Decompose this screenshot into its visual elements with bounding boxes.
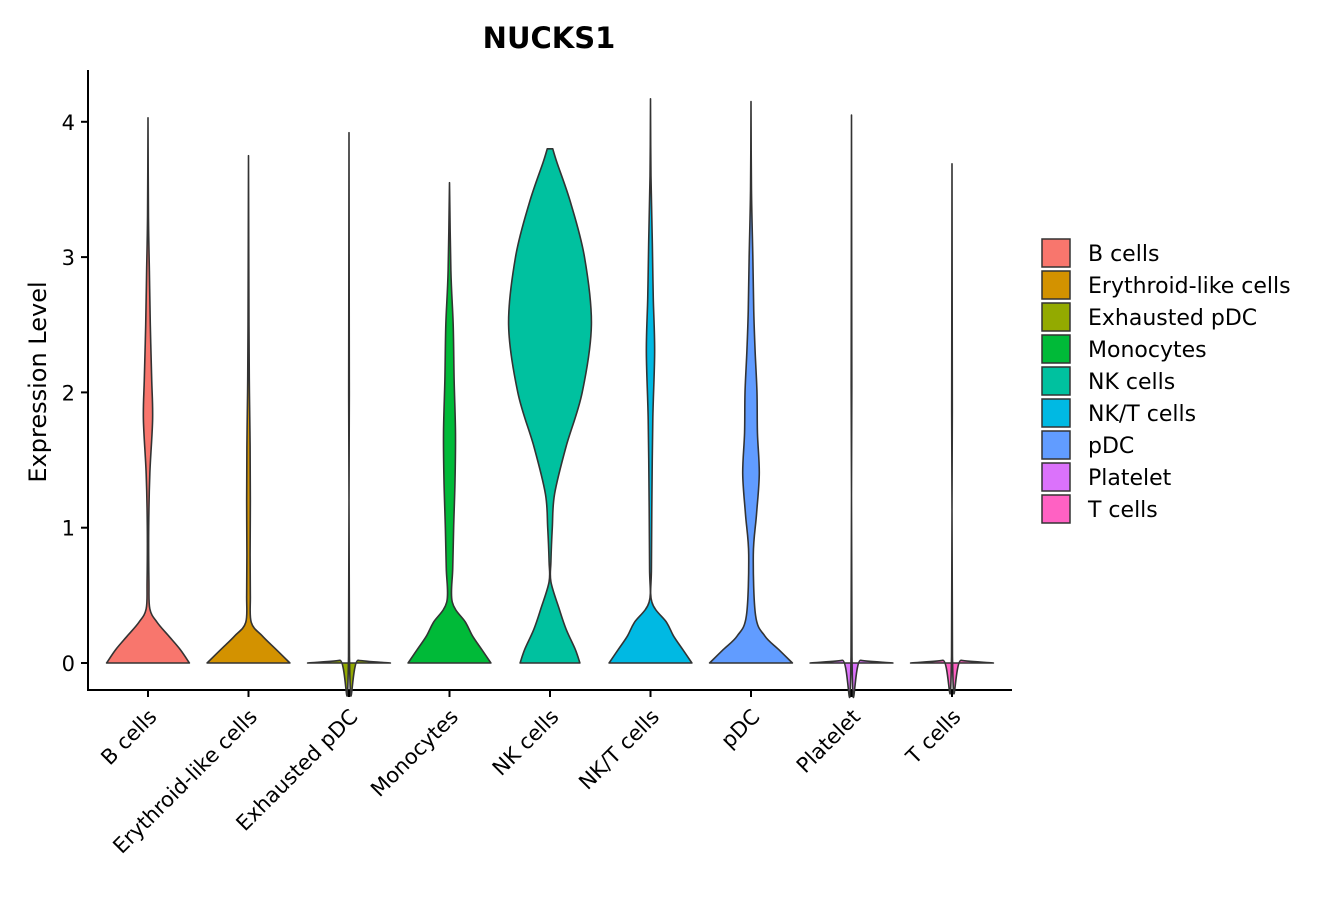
legend-key <box>1041 430 1071 460</box>
x-tick-label: Monocytes <box>366 705 463 802</box>
legend-label: B cells <box>1088 242 1159 267</box>
x-tick-label: NK/T cells <box>574 705 664 795</box>
legend-key <box>1041 238 1071 268</box>
violin-erythroid-like-cells <box>206 154 291 664</box>
violin-platelet <box>809 114 894 699</box>
legend-label: Platelet <box>1088 466 1172 491</box>
legend-key <box>1041 462 1071 492</box>
y-tick-label: 1 <box>62 517 75 541</box>
y-tick-label: 0 <box>62 652 75 676</box>
legend-label: NK/T cells <box>1088 402 1196 427</box>
violin-t-cells <box>909 162 995 695</box>
legend-key <box>1041 302 1071 332</box>
legend-key <box>1041 398 1071 428</box>
violin-nk-t-cells <box>608 98 693 664</box>
y-tick-label: 4 <box>62 111 75 135</box>
violin-exhausted-pdc <box>306 131 392 697</box>
legend-key <box>1041 494 1071 524</box>
legend-label: NK cells <box>1088 370 1175 395</box>
legend-key <box>1041 270 1071 300</box>
legend: B cells Erythroid-like cells Exhausted pDC… <box>1041 238 1291 524</box>
x-tick-label: pDC <box>716 705 764 753</box>
violin-nk-cells <box>507 148 593 664</box>
x-tick-label: T cells <box>901 705 966 770</box>
y-tick-label: 3 <box>62 246 75 270</box>
x-tick-label: Platelet <box>792 705 865 778</box>
violin-monocytes <box>407 181 492 664</box>
violin-pdc <box>708 100 794 664</box>
violin-b-cells <box>105 116 191 664</box>
legend-label: Exhausted pDC <box>1088 306 1257 331</box>
y-tick-label: 2 <box>62 381 75 405</box>
x-tick-label: B cells <box>96 705 161 770</box>
legend-key <box>1041 366 1071 396</box>
x-tick-label: NK cells <box>488 705 564 781</box>
chart-title: NUCKS1 <box>483 21 616 55</box>
y-axis-title: Expression Level <box>24 281 52 482</box>
legend-label: Monocytes <box>1088 338 1207 363</box>
legend-label: T cells <box>1087 498 1158 523</box>
legend-label: Erythroid-like cells <box>1088 274 1291 299</box>
legend-label: pDC <box>1088 434 1134 459</box>
legend-key <box>1041 334 1071 364</box>
